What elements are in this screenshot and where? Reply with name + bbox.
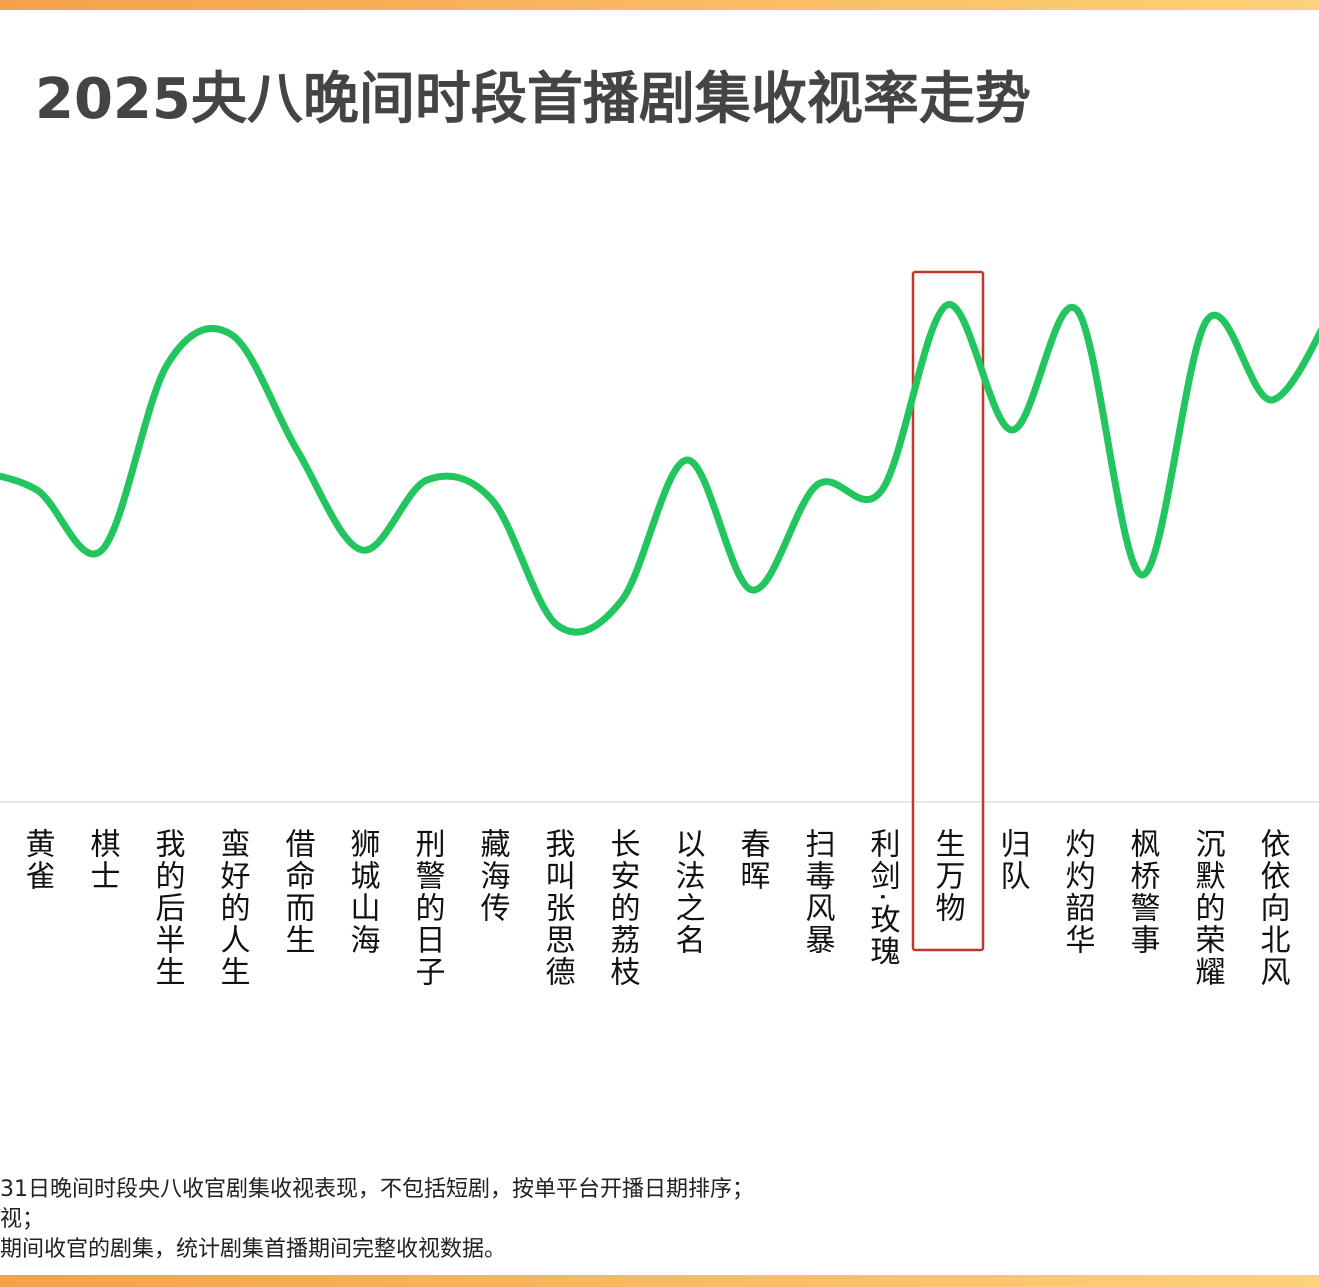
x-tick-label: 依依向北风 — [1255, 828, 1291, 988]
x-tick-label: 我的后半生 — [150, 828, 186, 988]
x-tick-label: 利剑·玫瑰 — [865, 828, 901, 968]
x-tick-label: 枫桥警事 — [1125, 828, 1161, 956]
footnote: 31日晚间时段央八收官剧集收视表现，不包括短剧，按单平台开播日期排序； — [0, 1177, 754, 1202]
x-tick-label: 蛮好的人生 — [215, 828, 251, 988]
line — [0, 301, 1319, 636]
x-tick-label: 棋士 — [85, 828, 121, 892]
x-tick-label: 春晖 — [735, 828, 770, 892]
x-tick-label: 沉默的荣耀 — [1190, 828, 1226, 988]
x-tick-label: 扫毒风暴 — [800, 828, 835, 956]
chart-title: 2025央八晚间时段首播剧集收视率走势 — [35, 67, 1031, 132]
highlight-box — [911, 270, 985, 952]
bottom-bar — [0, 1275, 1319, 1287]
top-bar — [0, 0, 1319, 10]
x-tick-label: 狮城山海 — [345, 828, 381, 956]
footnote: 视； — [0, 1207, 44, 1232]
footnote: 期间收官的剧集，统计剧集首播期间完整收视数据。 — [0, 1237, 506, 1262]
x-tick-label: 生万物 — [930, 828, 966, 924]
x-tick-label: 以法之名 — [670, 828, 705, 956]
x-tick-label: 长安的荔枝 — [605, 828, 641, 988]
x-tick-label: 借命而生 — [280, 828, 316, 956]
x-tick-label: 归队 — [995, 828, 1030, 892]
x-tick-label: 刑警的日子 — [410, 828, 446, 988]
x-tick-label: 我叫张思德 — [540, 828, 576, 988]
x-tick-label: 藏海传 — [475, 828, 511, 924]
x-tick-label: 灼灼韶华 — [1060, 828, 1095, 956]
x-tick-label: 黄雀 — [20, 828, 55, 892]
